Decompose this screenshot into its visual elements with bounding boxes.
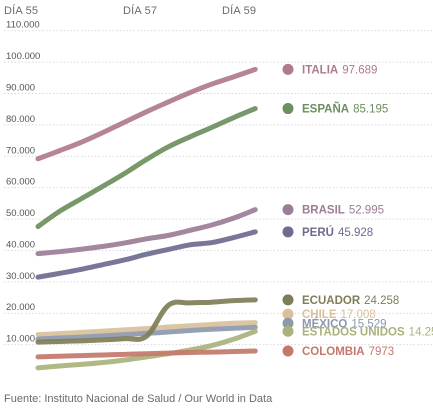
x-tick-label: DÍA 55 bbox=[4, 4, 38, 17]
series-labels: ITALIA 97.689 ESPAÑA 85.195 BRASIL 52.995 PERÚ… bbox=[282, 63, 433, 358]
line-chart: 10.000 20.000 30.000 40.000 50.000 60.000 70.0… bbox=[4, 4, 433, 371]
series-value: 97.689 bbox=[342, 64, 377, 76]
series-value: 17.008 bbox=[341, 309, 376, 321]
source-note: Fuente: Instituto Nacional de Salud / Ou… bbox=[4, 393, 273, 405]
series-name: ESPAÑA bbox=[302, 103, 349, 116]
series-name: BRASIL bbox=[302, 205, 345, 217]
series-name: ESTADOS UNIDOS bbox=[302, 326, 405, 338]
series-lines bbox=[35, 66, 258, 371]
series-label-chile: CHILE 17.008 bbox=[302, 309, 376, 321]
series-line-colombia bbox=[35, 348, 258, 360]
series-marker-peru bbox=[282, 226, 294, 238]
series-marker-estados-unidos bbox=[282, 325, 294, 337]
y-tick-label: 90.000 bbox=[6, 82, 35, 93]
y-axis-ticks: 10.000 20.000 30.000 40.000 50.000 60.000 70.0… bbox=[6, 20, 40, 345]
series-value: 7973 bbox=[369, 346, 395, 358]
series-value: 14.250 bbox=[409, 326, 433, 338]
series-marker-brasil bbox=[282, 204, 294, 216]
series-name: COLOMBIA bbox=[302, 346, 365, 358]
y-tick-label: 80.000 bbox=[6, 114, 35, 125]
series-marker-colombia bbox=[282, 345, 294, 357]
series-label-brasil: BRASIL 52.995 bbox=[302, 205, 384, 217]
series-value: 52.995 bbox=[349, 205, 384, 217]
series-name: PERÚ bbox=[302, 226, 334, 239]
series-line-chile bbox=[35, 320, 258, 338]
series-name: CHILE bbox=[302, 309, 337, 321]
series-marker-mexico bbox=[282, 317, 294, 329]
series-value: 85.195 bbox=[353, 104, 388, 116]
series-line-brasil bbox=[35, 207, 258, 257]
series-label-espana: ESPAÑA 85.195 bbox=[302, 103, 388, 116]
series-marker-espana bbox=[282, 103, 294, 115]
y-tick-label: 100.000 bbox=[6, 51, 40, 62]
y-tick-label: 110.000 bbox=[6, 20, 40, 31]
y-tick-label: 40.000 bbox=[6, 239, 35, 250]
x-tick-label: DÍA 59 bbox=[222, 4, 256, 17]
series-name: MÉXICO bbox=[302, 317, 347, 330]
series-label-mexico: MÉXICO 15.529 bbox=[302, 317, 387, 330]
series-label-italia: ITALIA 97.689 bbox=[302, 64, 377, 76]
series-label-ecuador: ECUADOR 24.258 bbox=[302, 295, 399, 307]
series-line-ecuador bbox=[35, 297, 258, 345]
series-value: 45.928 bbox=[338, 227, 373, 239]
series-name: ITALIA bbox=[302, 64, 338, 76]
y-tick-label: 50.000 bbox=[6, 208, 35, 219]
y-tick-label: 30.000 bbox=[6, 271, 35, 282]
series-line-peru bbox=[35, 229, 258, 280]
y-tick-label: 70.000 bbox=[6, 145, 35, 156]
series-line-espana bbox=[35, 106, 258, 230]
series-name: ECUADOR bbox=[302, 295, 361, 307]
y-tick-label: 60.000 bbox=[6, 177, 35, 188]
series-line-italia bbox=[35, 66, 258, 162]
y-tick-label: 20.000 bbox=[6, 302, 35, 313]
series-label-peru: PERÚ 45.928 bbox=[302, 226, 373, 239]
series-value: 24.258 bbox=[364, 295, 399, 307]
series-marker-chile bbox=[282, 308, 294, 320]
y-tick-label: 10.000 bbox=[6, 334, 35, 345]
series-label-estados-unidos: ESTADOS UNIDOS 14.250 bbox=[302, 326, 433, 338]
series-marker-italia bbox=[282, 63, 294, 75]
series-label-colombia: COLOMBIA 7973 bbox=[302, 346, 394, 358]
series-value: 15.529 bbox=[351, 318, 386, 330]
series-marker-ecuador bbox=[282, 294, 294, 306]
series-line-estados-unidos bbox=[35, 328, 258, 371]
x-tick-label: DÍA 57 bbox=[123, 4, 157, 17]
x-axis-ticks: DÍA 55 DÍA 57 DÍA 59 bbox=[4, 4, 256, 17]
